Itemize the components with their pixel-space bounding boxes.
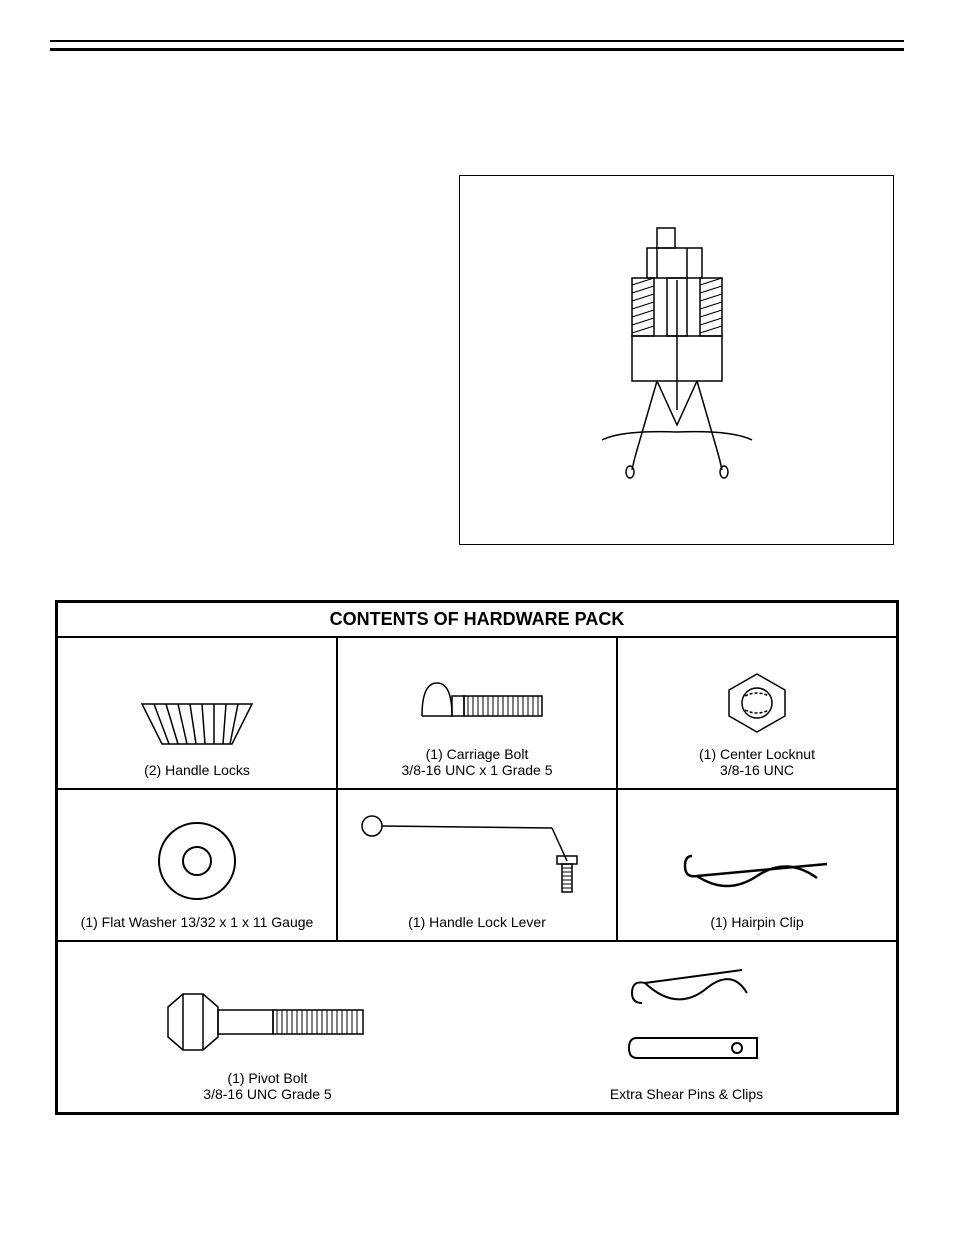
shear-pins-label: Extra Shear Pins & Clips <box>610 1086 763 1102</box>
hardware-row-1: (2) Handle Locks <box>58 638 896 790</box>
hardware-cell-carriage-bolt: (1) Carriage Bolt 3/8-16 UNC x 1 Grade 5 <box>338 638 618 788</box>
hardware-cell-pivot-bolt: (1) Pivot Bolt 3/8-16 UNC Grade 5 <box>58 942 477 1112</box>
shear-pin-clip-icon <box>587 958 787 1078</box>
hardware-cell-locknut: (1) Center Locknut 3/8-16 UNC <box>618 638 896 788</box>
handle-locks-label: (2) Handle Locks <box>144 762 250 778</box>
assembly-figure-box <box>459 175 894 545</box>
top-rule-thin <box>50 40 904 42</box>
flat-washer-icon <box>147 816 247 906</box>
hairpin-clip-label: (1) Hairpin Clip <box>710 914 803 930</box>
hardware-pack-title: CONTENTS OF HARDWARE PACK <box>58 603 896 638</box>
flat-washer-label: (1) Flat Washer 13/32 x 1 x 11 Gauge <box>81 914 314 930</box>
locknut-icon <box>717 668 797 738</box>
locknut-label: (1) Center Locknut 3/8-16 UNC <box>699 746 815 778</box>
hardware-pack-table: CONTENTS OF HARDWARE PACK <box>55 600 899 1115</box>
pivot-bolt-label: (1) Pivot Bolt 3/8-16 UNC Grade 5 <box>203 1070 331 1102</box>
hardware-row-2: (1) Flat Washer 13/32 x 1 x 11 Gauge <box>58 790 896 942</box>
hardware-row-3: (1) Pivot Bolt 3/8-16 UNC Grade 5 Extra <box>58 942 896 1112</box>
hardware-cell-flat-washer: (1) Flat Washer 13/32 x 1 x 11 Gauge <box>58 790 338 940</box>
hardware-cell-hairpin-clip: (1) Hairpin Clip <box>618 790 896 940</box>
snowblower-assembly-icon <box>562 210 792 510</box>
hairpin-clip-icon <box>677 826 837 906</box>
hardware-cell-shear-pins: Extra Shear Pins & Clips <box>477 942 896 1112</box>
hardware-cell-lock-lever: (1) Handle Lock Lever <box>338 790 618 940</box>
carriage-bolt-icon <box>402 668 552 738</box>
handle-lock-icon <box>132 694 262 754</box>
carriage-bolt-label: (1) Carriage Bolt 3/8-16 UNC x 1 Grade 5 <box>402 746 553 778</box>
document-page: CONTENTS OF HARDWARE PACK <box>0 0 954 1235</box>
hardware-cell-handle-locks: (2) Handle Locks <box>58 638 338 788</box>
lock-lever-label: (1) Handle Lock Lever <box>408 914 546 930</box>
lock-lever-icon <box>352 806 602 906</box>
top-rule-thick <box>50 48 904 51</box>
pivot-bolt-icon <box>158 982 378 1062</box>
